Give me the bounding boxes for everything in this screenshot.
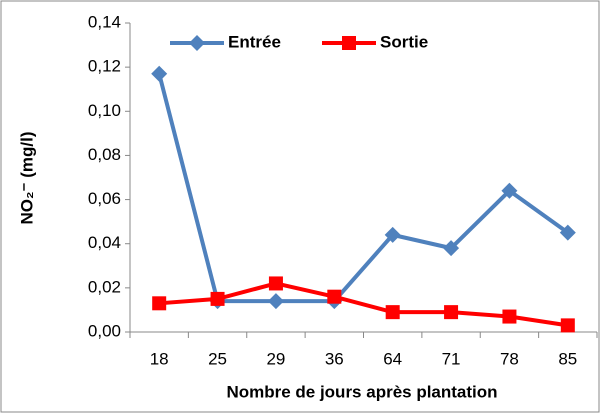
y-tick-label: 0,00	[88, 321, 121, 340]
y-tick-label: 0,06	[88, 189, 121, 208]
data-point	[559, 224, 576, 241]
series-line	[159, 281, 569, 328]
x-tick-label: 36	[325, 349, 344, 368]
y-tick-label: 0,14	[88, 12, 121, 31]
data-point	[210, 291, 225, 306]
data-point	[560, 318, 575, 333]
x-tick-label: 85	[558, 349, 577, 368]
data-point	[152, 296, 167, 311]
y-tick-label: 0,04	[88, 233, 121, 252]
data-point	[444, 305, 459, 320]
data-point	[268, 276, 283, 291]
y-tick-label: 0,02	[88, 277, 121, 296]
data-point	[443, 240, 460, 257]
data-point	[267, 293, 284, 310]
x-tick-label: 71	[442, 349, 461, 368]
legend-marker	[342, 36, 356, 50]
data-point	[151, 65, 168, 82]
x-tick-label: 29	[266, 349, 285, 368]
series-line	[157, 73, 569, 304]
y-tick-label: 0,10	[88, 101, 121, 120]
data-point	[501, 182, 518, 199]
x-tick-label: 18	[150, 349, 169, 368]
data-point	[327, 289, 342, 304]
legend-label: Sortie	[380, 32, 428, 51]
x-axis-title: Nombre de jours après plantation	[226, 382, 497, 401]
x-tick-label: 78	[500, 349, 519, 368]
data-point	[502, 309, 517, 324]
data-point	[385, 305, 400, 320]
data-point	[384, 226, 401, 243]
y-axis-title: NO₂⁻ (mg/l)	[17, 131, 36, 224]
y-tick-label: 0,08	[88, 145, 121, 164]
y-tick-label: 0,12	[88, 57, 121, 76]
x-tick-label: 25	[208, 349, 227, 368]
x-tick-label: 64	[383, 349, 402, 368]
legend-marker	[189, 35, 205, 51]
legend-label: Entrée	[228, 32, 281, 51]
